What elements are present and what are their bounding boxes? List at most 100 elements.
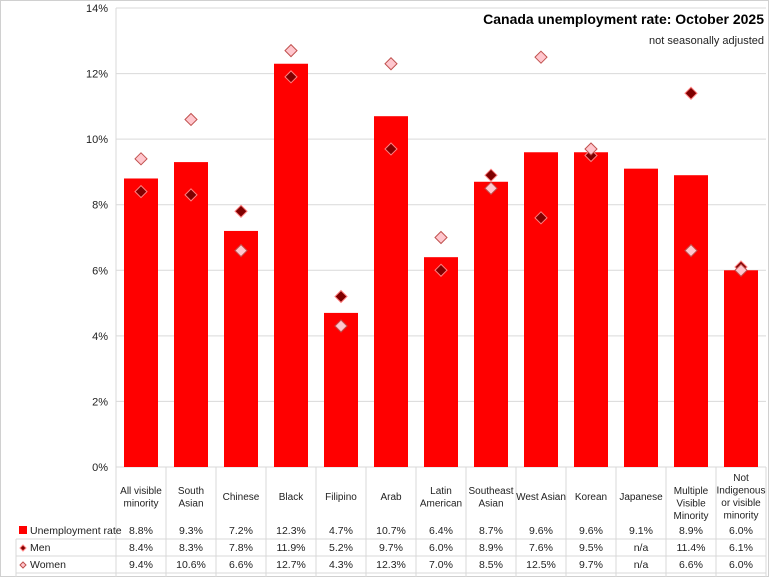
legend-men: Men bbox=[30, 542, 51, 554]
marker-women bbox=[684, 243, 698, 258]
category-label: American bbox=[420, 499, 462, 510]
marker-women bbox=[734, 263, 748, 277]
table-cell: 7.8% bbox=[229, 542, 253, 554]
category-label: minority bbox=[123, 499, 158, 510]
category-label: Black bbox=[279, 492, 304, 503]
table-cell: 6.4% bbox=[429, 525, 453, 537]
marker-men bbox=[684, 86, 698, 100]
category-label: Southeast bbox=[468, 486, 513, 497]
legend-unemployment-rate-icon bbox=[19, 526, 27, 534]
table-cell: 6.0% bbox=[729, 525, 753, 537]
table-cell: 8.3% bbox=[179, 542, 203, 554]
category-label: Visible bbox=[676, 499, 706, 510]
table-cell: 12.3% bbox=[376, 559, 406, 571]
table-cell: 12.3% bbox=[276, 525, 306, 537]
y-tick-label: 14% bbox=[86, 3, 108, 15]
marker-women bbox=[384, 57, 398, 71]
bar-unemployment-rate bbox=[224, 230, 258, 467]
bar-unemployment-rate bbox=[374, 116, 408, 467]
marker-men bbox=[434, 263, 448, 277]
category-label: Chinese bbox=[223, 492, 260, 503]
bar-unemployment-rate bbox=[574, 152, 608, 467]
bar-unemployment-rate bbox=[424, 257, 458, 467]
table-cell: 8.8% bbox=[129, 525, 153, 537]
marker-men bbox=[534, 211, 548, 225]
marker-women bbox=[584, 142, 598, 156]
table-cell: 9.3% bbox=[179, 525, 203, 537]
table-cell: 8.4% bbox=[129, 542, 153, 554]
table-cell: 4.3% bbox=[329, 559, 353, 571]
marker-women bbox=[184, 112, 198, 127]
y-tick-label: 10% bbox=[86, 134, 108, 146]
table-cell: 8.7% bbox=[479, 525, 503, 537]
chart-subtitle: not seasonally adjusted bbox=[649, 35, 764, 47]
y-tick-label: 6% bbox=[92, 265, 108, 277]
bar-unemployment-rate bbox=[474, 181, 508, 467]
marker-women bbox=[234, 243, 248, 258]
bar-unemployment-rate bbox=[524, 152, 558, 467]
legend-women-icon bbox=[19, 561, 27, 569]
bar-unemployment-rate bbox=[324, 312, 358, 467]
category-label: Asian bbox=[478, 499, 503, 510]
marker-men bbox=[134, 184, 148, 199]
category-label: Korean bbox=[575, 492, 607, 503]
table-cell: 5.2% bbox=[329, 542, 353, 554]
y-tick-label: 0% bbox=[92, 462, 108, 474]
legend-unemployment-rate: Unemployment rate bbox=[30, 525, 122, 537]
table-cell: 6.1% bbox=[729, 542, 753, 554]
bar-unemployment-rate bbox=[724, 270, 758, 467]
category-label: Minority bbox=[673, 511, 708, 522]
category-label: Filipino bbox=[325, 492, 357, 503]
table-cell: n/a bbox=[634, 542, 649, 554]
category-label: Indigenous bbox=[717, 486, 766, 497]
y-tick-label: 8% bbox=[92, 200, 108, 212]
table-cell: 8.5% bbox=[479, 559, 503, 571]
table-cell: 9.7% bbox=[579, 559, 603, 571]
table-cell: 6.0% bbox=[429, 542, 453, 554]
category-label: Not bbox=[733, 473, 749, 484]
table-cell: 12.5% bbox=[526, 559, 556, 571]
table-cell: 9.6% bbox=[579, 525, 603, 537]
table-cell: 9.4% bbox=[129, 559, 153, 571]
marker-men bbox=[234, 204, 248, 218]
category-label: Latin bbox=[430, 486, 452, 497]
table-cell: 10.7% bbox=[376, 525, 406, 537]
table-cell: n/a bbox=[634, 559, 649, 571]
marker-men bbox=[284, 70, 298, 84]
category-label: Asian bbox=[178, 499, 203, 510]
marker-men bbox=[334, 289, 348, 304]
marker-men bbox=[184, 188, 198, 202]
legend-women: Women bbox=[30, 559, 66, 571]
table-cell: 6.0% bbox=[729, 559, 753, 571]
table-cell: 6.6% bbox=[679, 559, 703, 571]
table-cell: 8.9% bbox=[679, 525, 703, 537]
y-tick-label: 2% bbox=[92, 396, 108, 408]
table-cell: 11.4% bbox=[677, 542, 706, 554]
y-tick-label: 12% bbox=[86, 69, 108, 81]
table-cell: 12.7% bbox=[276, 559, 306, 571]
category-label: or visible bbox=[721, 498, 761, 509]
table-cell: 9.5% bbox=[579, 542, 603, 554]
marker-men bbox=[484, 168, 498, 182]
legend-men-icon bbox=[19, 544, 27, 552]
marker-women bbox=[284, 43, 298, 58]
table-cell: 10.6% bbox=[176, 559, 206, 571]
table-cell: 7.0% bbox=[429, 559, 453, 571]
marker-women bbox=[134, 152, 148, 166]
table-cell: 4.7% bbox=[329, 525, 353, 537]
table-cell: 7.6% bbox=[529, 542, 553, 554]
category-label: West Asian bbox=[516, 492, 566, 503]
table-cell: 11.9% bbox=[277, 542, 306, 554]
bar-unemployment-rate bbox=[674, 175, 708, 467]
category-label: South bbox=[178, 486, 204, 497]
marker-women bbox=[534, 50, 548, 64]
marker-women bbox=[484, 181, 498, 196]
category-label: Multiple bbox=[674, 486, 709, 497]
bar-unemployment-rate bbox=[174, 162, 208, 468]
category-label: All visible bbox=[120, 486, 162, 497]
marker-women bbox=[334, 319, 348, 333]
table-cell: 8.9% bbox=[479, 542, 503, 554]
chart-title: Canada unemployment rate: October 2025 bbox=[483, 11, 764, 27]
